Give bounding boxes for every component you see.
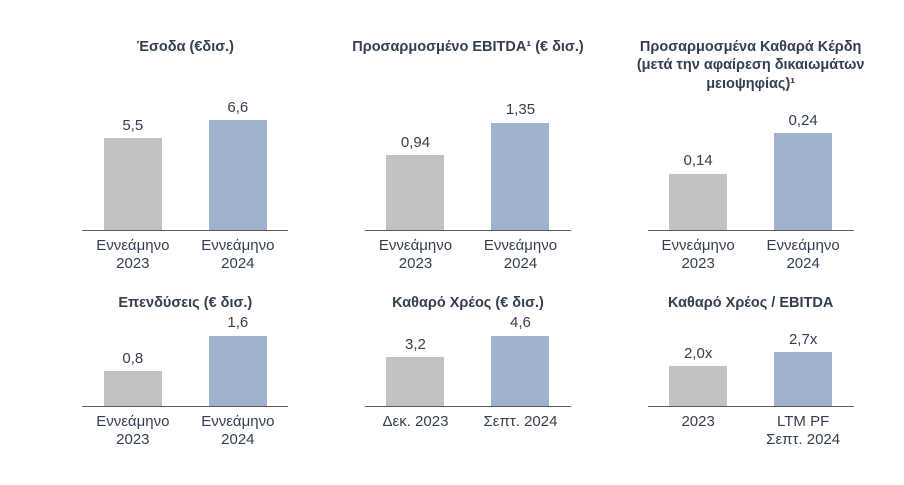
bar-2023 <box>103 138 162 230</box>
bar-value-label: 0,94 <box>400 133 431 151</box>
chart-title-box: Καθαρό Χρέος (€ δισ.) <box>328 294 609 311</box>
plot-area: 0,94 1,35 <box>364 95 571 231</box>
chart-title: Προσαρμοσμένα Καθαρά Κέρδη (μετά την αφα… <box>636 39 865 92</box>
bar-2023 <box>669 366 728 407</box>
chart-net-debt: Καθαρό Χρέος (€ δισ.) 3,2 4,6 Δεκ. 2023 … <box>328 294 609 448</box>
x-axis-label: Σεπτ. 2024 <box>483 413 558 431</box>
plot-area: 3,2 4,6 <box>364 311 571 408</box>
chart-title-box: Επενδύσεις (€ δισ.) <box>45 294 326 311</box>
chart-net-debt-to-ebitda: Καθαρό Χρέος / EBITDA 2,0x 2,7x 2023 LTM… <box>610 294 891 448</box>
x-axis-label: Δεκ. 2023 <box>382 413 449 431</box>
chart-title-box: Καθαρό Χρέος / EBITDA <box>610 294 891 311</box>
bar-2024 <box>208 335 267 407</box>
bar-value-label: 2,0x <box>683 344 713 362</box>
bar-value-label: 4,6 <box>510 314 531 332</box>
x-axis-label: Εννεάμηνο 2023 <box>661 237 735 272</box>
x-axis-labels: Εννεάμηνο 2023 Εννεάμηνο 2024 <box>88 413 283 448</box>
chart-adjusted-ebitda: Προσαρμοσμένο EBITDA¹ (€ δισ.) 0,94 1,35… <box>328 38 609 272</box>
bar-value-label: 5,5 <box>122 116 144 134</box>
bar-group: 0,14 <box>669 95 728 230</box>
chart-title-box: Προσαρμοσμένα Καθαρά Κέρδη (μετά την αφα… <box>610 38 891 95</box>
x-axis-label: 2023 <box>681 413 715 431</box>
bar-group: 4,6 <box>491 311 550 407</box>
bar-value-label: 2,7x <box>788 330 818 348</box>
bar-2024 <box>774 133 833 230</box>
x-axis-labels: Εννεάμηνο 2023 Εννεάμηνο 2024 <box>88 237 283 272</box>
x-axis-labels: Εννεάμηνο 2023 Εννεάμηνο 2024 <box>653 237 848 272</box>
bar-ltm-pf-sept-2024 <box>774 352 833 407</box>
bar-value-label: 0,8 <box>122 349 144 367</box>
bar-group: 0,8 <box>103 311 162 407</box>
chart-title: Προσαρμοσμένο EBITDA¹ (€ δισ.) <box>352 39 584 55</box>
bar-group: 5,5 <box>103 95 162 230</box>
chart-investments: Επενδύσεις (€ δισ.) 0,8 1,6 Εννεάμηνο 20… <box>45 294 326 448</box>
plot-area: 2,0x 2,7x <box>647 311 854 408</box>
bar-dec-2023 <box>386 357 445 407</box>
chart-title-box: Προσαρμοσμένο EBITDA¹ (€ δισ.) <box>328 38 609 95</box>
chart-revenue: Έσοδα (€δισ.) 5,5 6,6 Εννεάμηνο 2023 Ενν… <box>45 38 326 272</box>
plot-area: 0,14 0,24 <box>647 95 854 231</box>
chart-title: Επενδύσεις (€ δισ.) <box>118 295 253 312</box>
chart-title: Έσοδα (€δισ.) <box>136 39 235 55</box>
bar-value-label: 1,35 <box>505 101 536 119</box>
bar-value-label: 1,6 <box>227 314 249 332</box>
x-axis-label: Εννεάμηνο 2023 <box>378 237 453 272</box>
bar-group: 1,35 <box>491 95 550 230</box>
bar-group: 0,94 <box>386 95 445 230</box>
plot-area: 5,5 6,6 <box>82 95 289 231</box>
bar-group: 1,6 <box>208 311 267 407</box>
bar-2023 <box>103 371 162 407</box>
bar-2024 <box>208 120 267 230</box>
bar-2024 <box>491 122 550 230</box>
x-axis-labels: 2023 LTM PF Σεπτ. 2024 <box>653 413 848 448</box>
bar-sept-2024 <box>491 335 550 407</box>
x-axis-label: Εννεάμηνο 2024 <box>201 237 275 272</box>
bar-2023 <box>386 155 445 230</box>
x-axis-label: Εννεάμηνο 2023 <box>96 237 170 272</box>
bar-2023 <box>669 173 728 230</box>
x-axis-labels: Δεκ. 2023 Σεπτ. 2024 <box>370 413 565 431</box>
charts-grid: Έσοδα (€δισ.) 5,5 6,6 Εννεάμηνο 2023 Ενν… <box>45 38 891 449</box>
bar-group: 0,24 <box>774 95 833 230</box>
x-axis-labels: Εννεάμηνο 2023 Εννεάμηνο 2024 <box>370 237 565 272</box>
x-axis-label: Εννεάμηνο 2024 <box>483 237 558 272</box>
bar-group: 6,6 <box>208 95 267 230</box>
bar-group: 2,0x <box>669 311 728 407</box>
chart-adjusted-net-profit: Προσαρμοσμένα Καθαρά Κέρδη (μετά την αφα… <box>610 38 891 272</box>
bar-value-label: 6,6 <box>227 98 249 116</box>
x-axis-label: Εννεάμηνο 2024 <box>766 237 840 272</box>
x-axis-label: Εννεάμηνο 2024 <box>201 413 275 449</box>
x-axis-label: Εννεάμηνο 2023 <box>96 413 170 449</box>
bar-value-label: 3,2 <box>405 335 426 353</box>
x-axis-label: LTM PF Σεπτ. 2024 <box>766 413 841 449</box>
bar-group: 2,7x <box>774 311 833 407</box>
chart-title: Καθαρό Χρέος / EBITDA <box>668 295 834 312</box>
bar-value-label: 0,24 <box>788 111 818 129</box>
plot-area: 0,8 1,6 <box>82 311 289 408</box>
chart-title-box: Έσοδα (€δισ.) <box>45 38 326 95</box>
bar-value-label: 0,14 <box>683 152 713 170</box>
chart-title: Καθαρό Χρέος (€ δισ.) <box>392 295 544 312</box>
bar-group: 3,2 <box>386 311 445 407</box>
